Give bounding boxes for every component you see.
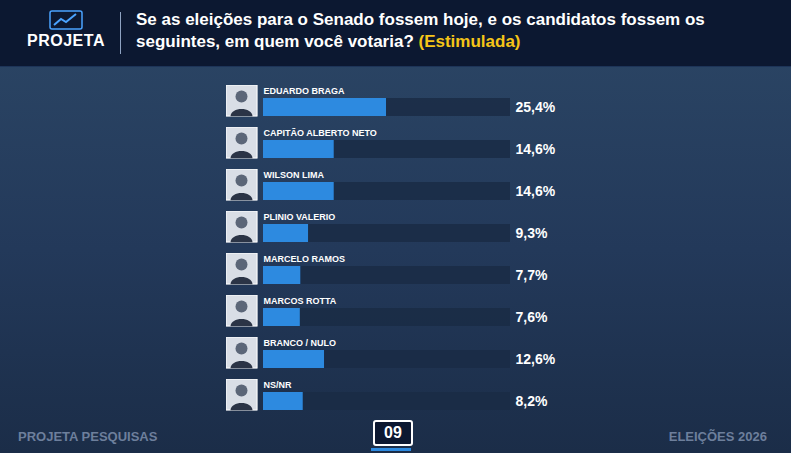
html-text:Se as eleições para o Senado f: Se as eleições para o Senado fossem hoje… — [136, 10, 705, 51]
svg-text:NS/NR: NS/NR — [264, 380, 293, 390]
svg-text:MARCOS ROTTA: MARCOS ROTTA — [264, 296, 337, 306]
svg-text:9,3%: 9,3% — [516, 225, 548, 241]
svg-text:CAPITÃO ALBERTO NETO: CAPITÃO ALBERTO NETO — [264, 128, 377, 138]
html-text:PROJETA PESQUISAS: PROJETA PESQUISAS — [18, 429, 158, 444]
svg-text:MARCELO RAMOS: MARCELO RAMOS — [264, 254, 346, 264]
svg-text:WILSON LIMA: WILSON LIMA — [264, 170, 325, 180]
svg-text:14,6%: 14,6% — [516, 183, 556, 199]
svg-text:7,6%: 7,6% — [516, 309, 548, 325]
svg-text:8,2%: 8,2% — [516, 393, 548, 409]
html-text:ELEIÇÕES 2026: ELEIÇÕES 2026 — [668, 429, 767, 444]
svg-text:12,6%: 12,6% — [516, 351, 556, 367]
html-text:PROJETA: PROJETA — [27, 32, 105, 49]
svg-text:BRANCO / NULO: BRANCO / NULO — [264, 338, 337, 348]
svg-text:14,6%: 14,6% — [516, 141, 556, 157]
svg-text:7,7%: 7,7% — [516, 267, 548, 283]
svg-text:PLINIO VALERIO: PLINIO VALERIO — [264, 212, 336, 222]
html-text:09: 09 — [384, 424, 402, 441]
svg-text:25,4%: 25,4% — [516, 99, 556, 115]
svg-text:EDUARDO BRAGA: EDUARDO BRAGA — [264, 86, 346, 96]
